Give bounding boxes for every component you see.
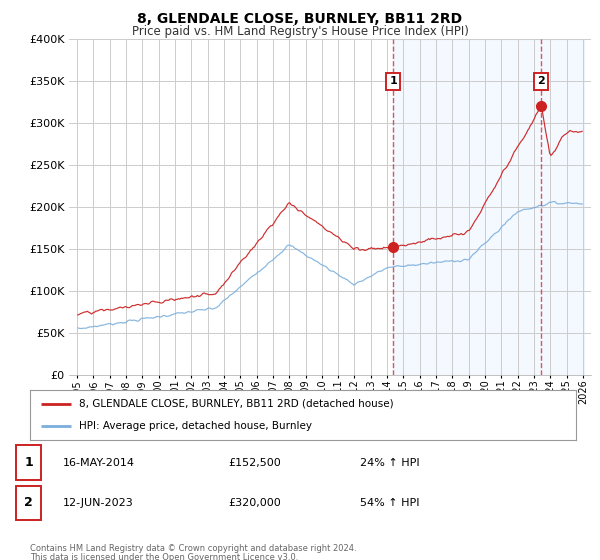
Text: 8, GLENDALE CLOSE, BURNLEY, BB11 2RD: 8, GLENDALE CLOSE, BURNLEY, BB11 2RD [137,12,463,26]
Text: 2: 2 [538,76,545,86]
Text: 1: 1 [25,456,33,469]
Text: HPI: Average price, detached house, Burnley: HPI: Average price, detached house, Burn… [79,421,312,431]
Text: Contains HM Land Registry data © Crown copyright and database right 2024.: Contains HM Land Registry data © Crown c… [30,544,356,553]
Text: 2: 2 [25,496,33,510]
Text: 12-JUN-2023: 12-JUN-2023 [63,498,134,508]
Text: 54% ↑ HPI: 54% ↑ HPI [360,498,419,508]
Text: 16-MAY-2014: 16-MAY-2014 [63,458,135,468]
Text: Price paid vs. HM Land Registry's House Price Index (HPI): Price paid vs. HM Land Registry's House … [131,25,469,38]
Text: 24% ↑ HPI: 24% ↑ HPI [360,458,419,468]
Text: £320,000: £320,000 [228,498,281,508]
Text: This data is licensed under the Open Government Licence v3.0.: This data is licensed under the Open Gov… [30,553,298,560]
Text: £152,500: £152,500 [228,458,281,468]
Text: 8, GLENDALE CLOSE, BURNLEY, BB11 2RD (detached house): 8, GLENDALE CLOSE, BURNLEY, BB11 2RD (de… [79,399,394,409]
Text: 1: 1 [389,76,397,86]
Bar [393,39,584,375]
